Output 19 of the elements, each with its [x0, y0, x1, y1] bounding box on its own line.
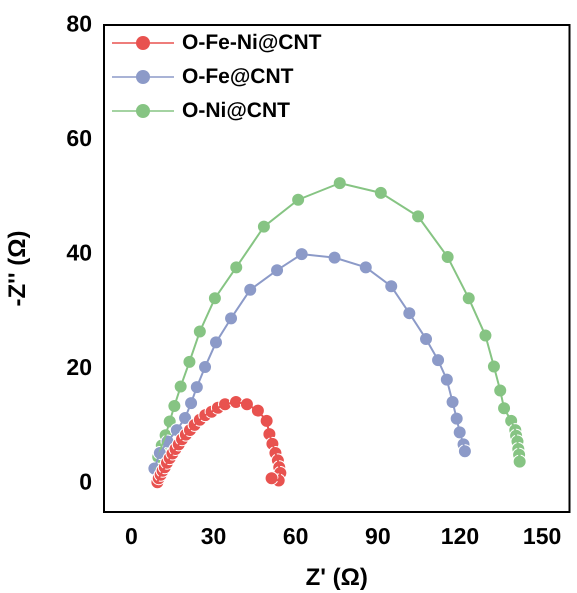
- x-tick-label: 0: [124, 523, 138, 550]
- y-tick-label: 0: [79, 468, 92, 495]
- x-tick-label: 120: [440, 523, 480, 550]
- y-axis-title: -Z'' (Ω): [4, 230, 32, 306]
- x-tick-label: 30: [200, 523, 226, 550]
- legend-label: O-Fe@CNT: [182, 64, 294, 88]
- y-tick-label: 20: [66, 354, 92, 380]
- point: [264, 471, 279, 486]
- point: [458, 444, 472, 458]
- y-tick-label: 60: [66, 124, 92, 151]
- point: [512, 454, 527, 469]
- y-tick-label: 80: [66, 10, 92, 36]
- x-tick-label: 90: [365, 523, 391, 550]
- x-tick-label: 60: [282, 523, 308, 550]
- x-tick-label: 150: [522, 523, 562, 550]
- x-axis-title: Z' (Ω): [306, 564, 368, 592]
- y-tick-label: 40: [66, 240, 92, 266]
- legend-label: O-Ni@CNT: [182, 98, 290, 122]
- legend-label: O-Fe-Ni@CNT: [182, 30, 322, 54]
